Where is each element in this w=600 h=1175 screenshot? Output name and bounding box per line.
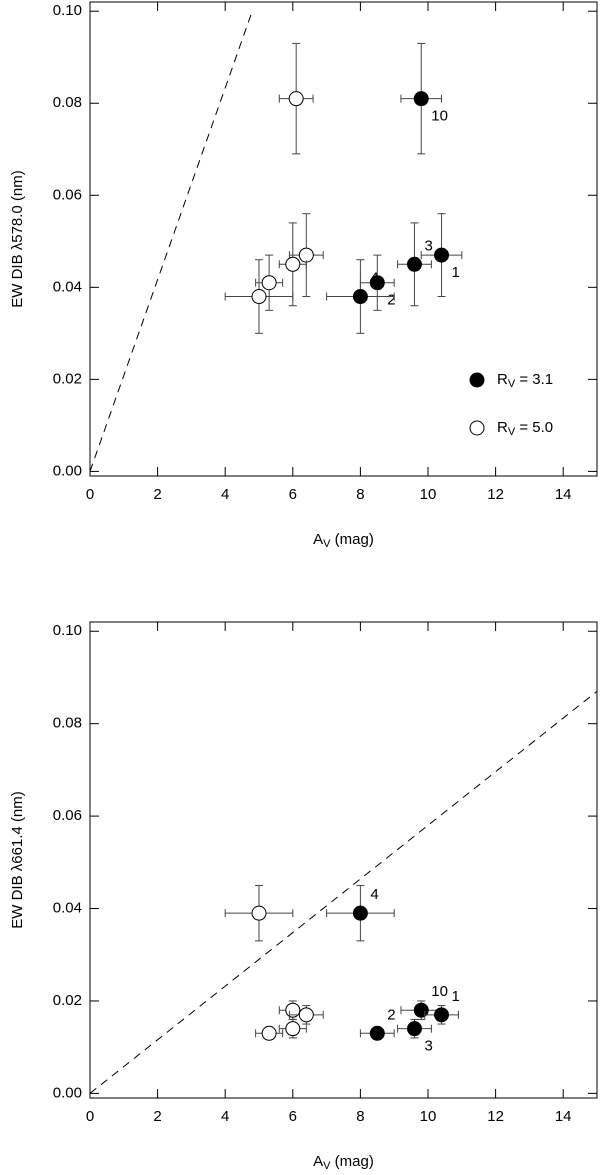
y-tick-label: 0.04 — [53, 899, 82, 916]
y-tick-label: 0.00 — [53, 462, 82, 479]
y-axis-title: EW DIB λ578.0 (nm) — [9, 170, 26, 308]
y-tick-label: 0.04 — [53, 278, 82, 295]
data-point — [352, 289, 368, 305]
y-tick-label: 0.06 — [53, 186, 82, 203]
y-tick-label: 0.00 — [53, 1084, 82, 1101]
data-point — [285, 1021, 301, 1037]
data-point — [434, 247, 450, 263]
y-tick-label: 0.10 — [53, 2, 82, 19]
data-point — [369, 1025, 385, 1041]
point-label: 3 — [424, 237, 432, 254]
data-point — [261, 275, 277, 291]
x-tick-label: 0 — [86, 486, 94, 503]
y-axis-title: EW DIB λ661.4 (nm) — [9, 791, 26, 929]
data-point — [288, 91, 304, 107]
x-tick-label: 2 — [153, 1108, 161, 1125]
legend-label: RV = 5.0 — [497, 419, 553, 438]
point-label: 1 — [452, 988, 460, 1005]
x-tick-label: 4 — [221, 486, 229, 503]
y-tick-label: 0.06 — [53, 807, 82, 824]
reference-line — [89, 690, 598, 1094]
x-tick-label: 10 — [420, 1108, 437, 1125]
y-tick-label: 0.02 — [53, 992, 82, 1009]
legend-marker — [469, 420, 485, 436]
data-point — [285, 256, 301, 272]
data-point — [352, 905, 368, 921]
y-tick-label: 0.02 — [53, 370, 82, 387]
x-axis-title: AV (mag) — [313, 531, 374, 550]
point-label: 4 — [370, 269, 378, 286]
data-point — [251, 289, 267, 305]
x-tick-label: 14 — [555, 486, 572, 503]
y-tick-label: 0.08 — [53, 715, 82, 732]
point-label: 10 — [431, 983, 448, 1000]
x-tick-label: 0 — [86, 1108, 94, 1125]
data-point — [251, 905, 267, 921]
data-point — [406, 256, 422, 272]
legend-label: RV = 3.1 — [497, 371, 553, 390]
y-tick-label: 0.10 — [53, 622, 82, 639]
data-point — [298, 247, 314, 263]
data-point — [406, 1021, 422, 1037]
x-tick-label: 8 — [356, 1108, 364, 1125]
x-tick-label: 6 — [289, 1108, 297, 1125]
data-point — [434, 1007, 450, 1023]
x-tick-label: 4 — [221, 1108, 229, 1125]
plot-frame — [89, 1, 598, 477]
data-point — [413, 91, 429, 107]
point-label: 10 — [431, 108, 448, 125]
plot-frame — [89, 621, 598, 1099]
reference-line — [89, 11, 253, 472]
x-tick-label: 12 — [487, 1108, 504, 1125]
x-axis-title: AV (mag) — [313, 1153, 374, 1172]
x-tick-label: 14 — [555, 1108, 572, 1125]
legend-marker — [469, 372, 485, 388]
y-tick-label: 0.08 — [53, 94, 82, 111]
point-label: 2 — [387, 292, 395, 309]
data-point — [369, 275, 385, 291]
data-point — [261, 1025, 277, 1041]
x-tick-label: 12 — [487, 486, 504, 503]
data-point — [298, 1007, 314, 1023]
x-tick-label: 6 — [289, 486, 297, 503]
x-tick-label: 8 — [356, 486, 364, 503]
point-label: 1 — [452, 264, 460, 281]
point-label: 4 — [370, 886, 378, 903]
point-label: 2 — [387, 1006, 395, 1023]
x-tick-label: 2 — [153, 486, 161, 503]
point-label: 3 — [424, 1038, 432, 1055]
x-tick-label: 10 — [420, 486, 437, 503]
